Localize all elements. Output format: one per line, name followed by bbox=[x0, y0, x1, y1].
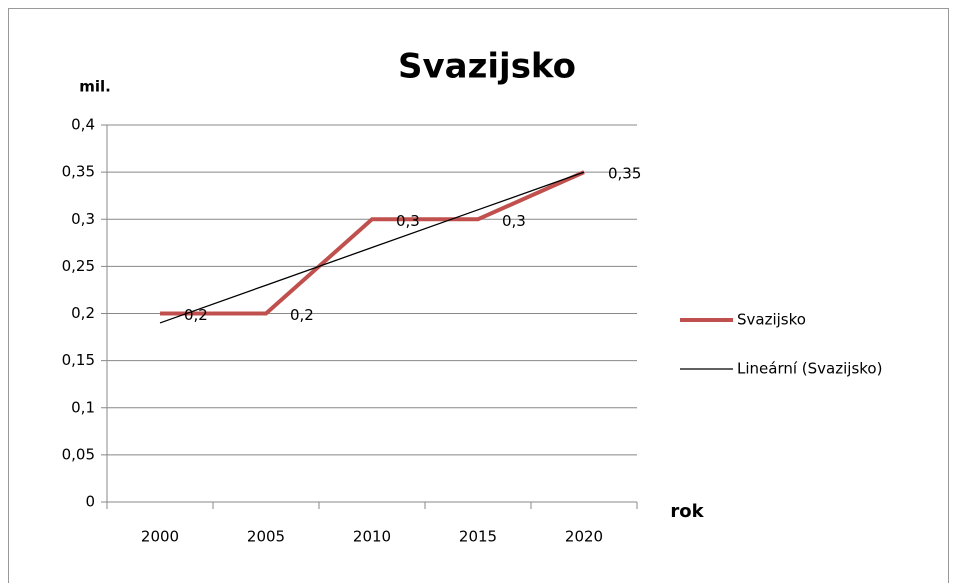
y-tick-label: 0,25 bbox=[62, 257, 95, 275]
data-label: 0,3 bbox=[396, 212, 420, 230]
y-axis-label: mil. bbox=[79, 78, 111, 96]
data-label: 0,35 bbox=[608, 165, 641, 183]
x-tick-label: 2020 bbox=[565, 528, 603, 546]
legend-label: Lineární (Svazijsko) bbox=[737, 360, 882, 378]
y-tick-label: 0,1 bbox=[71, 398, 95, 416]
data-label: 0,2 bbox=[290, 306, 314, 324]
chart-frame bbox=[8, 8, 949, 587]
y-tick-label: 0,35 bbox=[62, 163, 95, 181]
x-tick-label: 2000 bbox=[141, 528, 179, 546]
series-line bbox=[159, 171, 585, 324]
y-tick-label: 0,15 bbox=[62, 351, 95, 369]
x-tick-label: 2010 bbox=[353, 528, 391, 546]
x-tick-label: 2005 bbox=[247, 528, 285, 546]
data-label: 0,2 bbox=[184, 306, 208, 324]
y-tick-label: 0,4 bbox=[71, 116, 95, 134]
y-tick-label: 0,2 bbox=[71, 304, 95, 322]
series-line bbox=[160, 170, 585, 316]
y-tick-label: 0 bbox=[85, 493, 95, 511]
legend-label: Svazijsko bbox=[737, 311, 806, 329]
chart-title: Svazijsko bbox=[398, 47, 576, 87]
x-axis-label: rok bbox=[670, 501, 704, 522]
x-tick-label: 2015 bbox=[459, 528, 497, 546]
y-tick-label: 0,05 bbox=[62, 445, 95, 463]
y-tick-label: 0,3 bbox=[71, 210, 95, 228]
data-label: 0,3 bbox=[502, 212, 526, 230]
